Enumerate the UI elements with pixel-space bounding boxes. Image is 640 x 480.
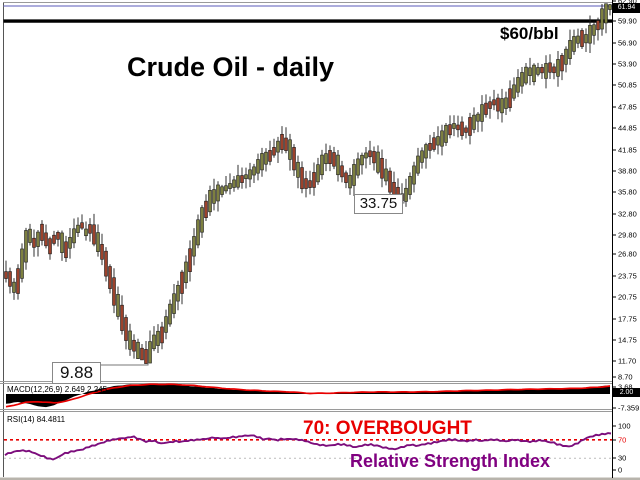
- svg-text:47.85: 47.85: [618, 103, 637, 112]
- svg-text:56.90: 56.90: [618, 39, 637, 48]
- resistance-annotation: $60/bbl: [500, 24, 559, 43]
- svg-text:50.85: 50.85: [618, 81, 637, 90]
- svg-text:62.90: 62.90: [618, 0, 637, 6]
- svg-text:59.90: 59.90: [618, 17, 637, 26]
- macd-params-label: MACD(12,26,9) 2.649 2.245: [7, 385, 108, 394]
- svg-text:11.70: 11.70: [618, 357, 636, 366]
- chart-title: Crude Oil - daily: [127, 52, 335, 82]
- macd-histogram: [6, 384, 610, 408]
- rsi-params-label: RSI(14) 84.4811: [7, 415, 66, 424]
- candles-group: [4, 3, 612, 364]
- svg-text:32.80: 32.80: [618, 210, 637, 219]
- svg-text:44.85: 44.85: [618, 124, 637, 133]
- rsi-line: [4, 432, 612, 461]
- svg-text:0: 0: [618, 466, 622, 475]
- rsi-name-annotation: Relative Strength Index: [350, 451, 551, 471]
- svg-text:17.75: 17.75: [618, 315, 637, 324]
- low-price-callout: 9.88: [52, 362, 101, 384]
- svg-text:41.85: 41.85: [618, 146, 637, 155]
- svg-text:38.80: 38.80: [618, 167, 637, 176]
- price-axis[interactable]: 62.90 59.90 56.90 53.90 50.85 47.85 44.85 41.85…: [612, 0, 640, 475]
- svg-text:8.70: 8.70: [618, 373, 633, 382]
- macd-signal-line: [5, 383, 611, 408]
- dip-price-callout: 33.75: [354, 194, 403, 214]
- svg-text:35.80: 35.80: [618, 188, 637, 197]
- svg-text:29.80: 29.80: [618, 231, 637, 240]
- svg-text:-7.359: -7.359: [618, 404, 639, 413]
- svg-text:70: 70: [618, 436, 626, 445]
- macd-value-tag: 2.00: [613, 388, 640, 397]
- svg-text:20.75: 20.75: [618, 293, 637, 302]
- current-price-tag: 61.94: [613, 3, 640, 13]
- svg-text:26.80: 26.80: [618, 250, 637, 259]
- svg-text:53.90: 53.90: [618, 60, 637, 69]
- svg-text:3.68: 3.68: [618, 383, 633, 392]
- svg-text:23.75: 23.75: [618, 272, 637, 281]
- svg-text:30: 30: [618, 454, 626, 463]
- overbought-annotation: 70: OVERBOUGHT: [303, 418, 472, 439]
- svg-text:14.75: 14.75: [618, 336, 637, 345]
- svg-text:100: 100: [618, 422, 631, 431]
